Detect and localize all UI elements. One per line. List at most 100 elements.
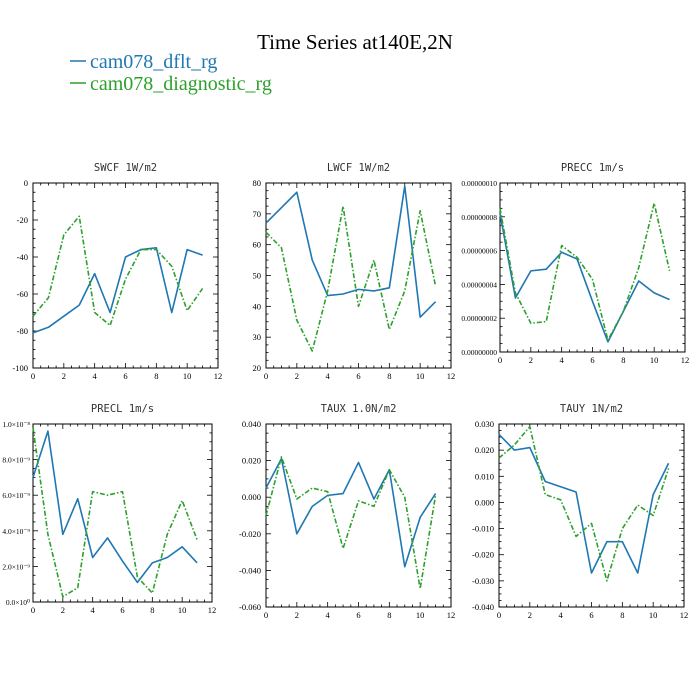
y-tick-label: 0.000 — [242, 492, 261, 502]
x-tick-label: 0 — [498, 355, 502, 365]
x-tick-label: 12 — [214, 371, 223, 381]
y-tick-label: 0.040 — [242, 419, 261, 429]
y-tick-label: 4.0×10⁻⁹ — [2, 527, 30, 536]
chart-panel-0: SWCF 1W/m2 0 2 4 6 8 10 12 0 -20 -40 -60 -80 -100 — [12, 162, 222, 381]
plot-frame — [499, 182, 686, 353]
chart-title: PRECL 1m/s — [91, 403, 154, 415]
x-tick-label: 12 — [681, 355, 690, 365]
series-line-diagnostic — [265, 456, 437, 590]
y-tick-label: 50 — [253, 271, 262, 281]
chart-title: SWCF 1W/m2 — [94, 162, 157, 174]
x-tick-label: 2 — [528, 610, 532, 620]
legend-label-dflt: cam078_dflt_rg — [90, 51, 217, 73]
x-tick-label: 2 — [295, 371, 299, 381]
x-tick-label: 6 — [589, 610, 593, 620]
series-line-dflt — [265, 185, 437, 318]
x-tick-label: 2 — [61, 605, 65, 615]
figure-title: Time Series at140E,2N — [257, 30, 453, 54]
y-tick-label: -100 — [12, 363, 28, 373]
series-line-dflt — [32, 246, 203, 334]
y-tick-label: -60 — [17, 289, 28, 299]
x-tick-label: 10 — [178, 605, 187, 615]
series-line-dflt — [498, 433, 670, 574]
x-tick-label: 10 — [650, 355, 659, 365]
x-tick-label: 6 — [590, 355, 594, 365]
y-tick-label: -0.010 — [472, 524, 494, 534]
y-tick-label: 0.0×10⁰ — [6, 598, 30, 607]
x-tick-label: 8 — [387, 371, 391, 381]
y-tick-label: -0.020 — [239, 529, 261, 539]
legend-label-diagnostic: cam078_diagnostic_rg — [90, 73, 272, 95]
y-tick-label: 0.000 — [475, 497, 494, 507]
y-tick-label: 20 — [253, 363, 262, 373]
y-tick-label: 0.020 — [475, 445, 494, 455]
series-line-diagnostic — [265, 205, 437, 352]
y-tick-label: 70 — [253, 209, 262, 219]
y-tick-label: 0.00000010 — [461, 179, 497, 188]
y-tick-label: 40 — [253, 301, 262, 311]
x-tick-label: 10 — [416, 371, 425, 381]
series-line-diagnostic — [32, 215, 204, 327]
x-tick-label: 4 — [91, 605, 96, 615]
y-tick-label: -0.030 — [472, 576, 494, 586]
x-tick-label: 4 — [326, 610, 331, 620]
y-tick-label: 80 — [253, 178, 262, 188]
x-tick-label: 0 — [31, 605, 35, 615]
chart-panel-1: LWCF 1W/m2 0 2 4 6 8 10 12 80 70 60 50 40 30 20 — [253, 162, 456, 381]
y-tick-label: -80 — [17, 326, 28, 336]
plot-frame — [498, 423, 685, 608]
y-tick-label: 0.00000004 — [461, 280, 497, 289]
y-tick-label: 2.0×10⁻⁹ — [2, 562, 30, 571]
plot-frame — [265, 182, 452, 369]
y-tick-label: 0.030 — [475, 419, 494, 429]
x-tick-label: 6 — [120, 605, 124, 615]
y-tick-label: 0.010 — [475, 471, 494, 481]
y-tick-label: -0.040 — [239, 565, 261, 575]
x-tick-label: 2 — [295, 610, 299, 620]
x-tick-label: 0 — [497, 610, 501, 620]
chart-title: PRECC 1m/s — [561, 162, 624, 174]
x-tick-label: 4 — [326, 371, 331, 381]
x-tick-label: 10 — [416, 610, 425, 620]
x-tick-label: 12 — [447, 610, 456, 620]
series-line-diagnostic — [32, 427, 198, 598]
y-tick-label: 8.0×10⁻⁹ — [2, 456, 30, 465]
y-tick-label: 0.020 — [242, 456, 261, 466]
x-tick-label: 2 — [62, 371, 66, 381]
series-line-dflt — [265, 457, 437, 568]
x-tick-label: 8 — [620, 610, 624, 620]
y-tick-label: -40 — [17, 252, 28, 262]
y-tick-label: -0.020 — [472, 550, 494, 560]
plot-frame — [32, 182, 219, 369]
x-tick-label: 10 — [649, 610, 658, 620]
series-line-dflt — [499, 213, 670, 343]
chart-panel-4: TAUX 1.0N/m2 0 2 4 6 8 10 12 0.040 0.020 0.000 -0.0… — [239, 403, 455, 620]
y-tick-label: 0.00000008 — [461, 213, 497, 222]
x-tick-label: 0 — [31, 371, 35, 381]
x-tick-label: 4 — [560, 355, 565, 365]
x-tick-label: 8 — [154, 371, 158, 381]
y-tick-label: -20 — [17, 215, 28, 225]
x-tick-label: 6 — [356, 610, 360, 620]
y-tick-label: 6.0×10⁻⁹ — [2, 491, 30, 500]
x-tick-label: 4 — [93, 371, 98, 381]
panels: SWCF 1W/m2 0 2 4 6 8 10 12 0 -20 -40 -60 -80 -100 LWCF… — [2, 162, 689, 620]
chart-title: TAUX 1.0N/m2 — [321, 403, 397, 415]
y-tick-label: 0.00000002 — [461, 314, 497, 323]
x-tick-label: 0 — [264, 610, 268, 620]
x-tick-label: 4 — [559, 610, 564, 620]
x-tick-label: 12 — [680, 610, 689, 620]
y-tick-label: 60 — [253, 240, 262, 250]
x-tick-label: 6 — [123, 371, 127, 381]
chart-panel-3: PRECL 1m/s 0 2 4 6 8 10 12 0.0×10⁰ 2.0×10⁻⁹ 4.0×10… — [2, 403, 216, 615]
x-tick-label: 2 — [529, 355, 533, 365]
series-line-dflt — [32, 430, 198, 584]
x-tick-label: 10 — [183, 371, 192, 381]
x-tick-label: 8 — [387, 610, 391, 620]
x-tick-label: 0 — [264, 371, 268, 381]
y-tick-label: 30 — [253, 332, 262, 342]
chart-title: LWCF 1W/m2 — [327, 162, 390, 174]
y-tick-label: 1.0×10⁻⁸ — [2, 420, 30, 429]
x-tick-label: 6 — [356, 371, 360, 381]
